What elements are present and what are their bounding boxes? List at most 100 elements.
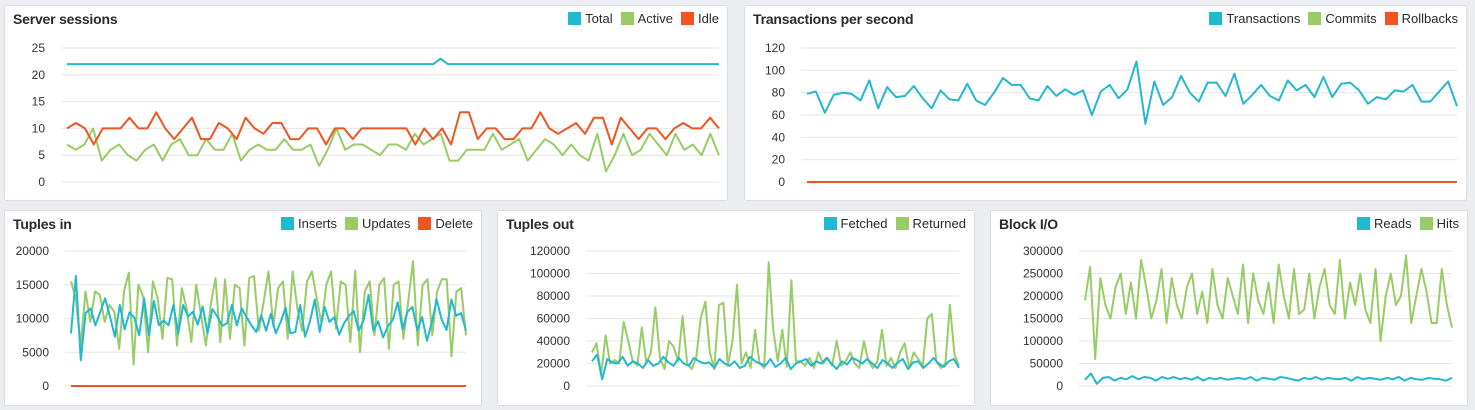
legend-label: Idle <box>698 11 719 26</box>
legend-label: Delete <box>435 216 473 231</box>
legend-item-idle[interactable]: Idle <box>681 11 719 26</box>
legend-label: Inserts <box>297 216 337 231</box>
legend-swatch <box>681 12 695 25</box>
y-tick-label: 10000 <box>16 312 50 326</box>
legend: Total Active Idle <box>568 11 719 26</box>
series-line-returned[interactable] <box>591 261 960 376</box>
panel-server-sessions: Server sessions Total Active Idle 0 5 10 15… <box>4 5 728 201</box>
legend-item-fetched[interactable]: Fetched <box>823 216 888 231</box>
y-tick-label: 80000 <box>537 289 571 303</box>
legend-swatch <box>620 12 634 25</box>
chart-title: Block I/O <box>999 216 1058 232</box>
y-tick-label: 60 <box>772 108 786 122</box>
series-line-idle[interactable] <box>66 111 720 146</box>
chart-svg: 0 20 40 60 80 100 120 <box>765 41 1458 189</box>
series-line-hits[interactable] <box>1084 254 1453 360</box>
legend-label: Updates <box>362 216 411 231</box>
legend-item-active[interactable]: Active <box>620 11 674 26</box>
legend-item-returned[interactable]: Returned <box>895 216 966 231</box>
legend-label: Active <box>637 11 674 26</box>
chart-svg: 0 5 10 15 20 25 <box>32 41 720 189</box>
y-tick-label: 0 <box>1056 379 1063 393</box>
y-tick-label: 300000 <box>1023 244 1063 258</box>
y-tick-label: 0 <box>38 175 45 189</box>
y-tick-label: 20000 <box>537 357 571 371</box>
legend-item-transactions[interactable]: Transactions <box>1209 11 1300 26</box>
y-tick-label: 40 <box>772 130 786 144</box>
series-line-total[interactable] <box>67 57 719 66</box>
legend-item-reads[interactable]: Reads <box>1357 216 1412 231</box>
panel-block-io: Block I/O Reads Hits 0 50000 100000 150000 2… <box>990 210 1468 406</box>
series-line-active[interactable] <box>66 127 720 173</box>
y-tick-label: 0 <box>778 175 785 189</box>
y-tick-label: 5 <box>38 148 45 162</box>
legend-item-inserts[interactable]: Inserts <box>280 216 337 231</box>
chart-svg: 0 50000 100000 150000 200000 250000 300000 <box>1023 244 1453 393</box>
y-tick-label: 120000 <box>530 244 570 258</box>
series-line-fetched[interactable] <box>591 353 960 381</box>
legend-swatch <box>345 217 358 230</box>
legend-swatch <box>1419 217 1433 230</box>
series-line-transactions[interactable] <box>806 60 1458 125</box>
y-tick-label: 0 <box>42 379 49 393</box>
series-line-inserts[interactable] <box>70 275 467 362</box>
y-tick-label: 20000 <box>16 244 50 258</box>
y-tick-label: 50000 <box>1030 357 1064 371</box>
legend-label: Reads <box>1374 216 1412 231</box>
y-tick-label: 15000 <box>16 278 50 292</box>
legend-item-delete[interactable]: Delete <box>418 216 473 231</box>
y-tick-label: 15 <box>32 95 46 109</box>
y-tick-label: 150000 <box>1023 312 1063 326</box>
legend-item-commits[interactable]: Commits <box>1308 11 1377 26</box>
chart-title: Server sessions <box>13 11 118 27</box>
legend-swatch <box>418 217 432 230</box>
legend-swatch <box>1357 217 1371 230</box>
y-tick-label: 200000 <box>1023 289 1063 303</box>
legend-label: Fetched <box>840 216 888 231</box>
chart-title: Transactions per second <box>753 11 914 27</box>
legend: Reads Hits <box>1357 216 1459 231</box>
chart-title: Tuples in <box>13 216 72 232</box>
legend-label: Returned <box>912 216 966 231</box>
legend-swatch <box>1384 12 1398 25</box>
series-line-reads[interactable] <box>1084 372 1453 385</box>
y-tick-label: 40000 <box>537 334 571 348</box>
legend-label: Hits <box>1436 216 1459 231</box>
legend-label: Commits <box>1325 11 1377 26</box>
y-tick-label: 0 <box>563 379 570 393</box>
panel-tuples-in: Tuples in Inserts Updates Delete 0 5000 10… <box>4 210 482 406</box>
legend-item-hits[interactable]: Hits <box>1419 216 1459 231</box>
legend: Fetched Returned <box>823 216 966 231</box>
y-tick-label: 120 <box>765 41 785 55</box>
legend-swatch <box>1308 12 1322 25</box>
y-tick-label: 100000 <box>530 267 570 281</box>
panel-transactions-per-second: Transactions per second Transactions Com… <box>744 5 1467 201</box>
legend-swatch <box>280 217 294 230</box>
legend-label: Rollbacks <box>1401 11 1458 26</box>
series-line-updates[interactable] <box>70 260 467 366</box>
y-tick-label: 25 <box>32 41 46 55</box>
legend-label: Total <box>585 11 613 26</box>
legend: Transactions Commits Rollbacks <box>1209 11 1458 26</box>
legend-label: Transactions <box>1226 11 1301 26</box>
legend-item-rollbacks[interactable]: Rollbacks <box>1384 11 1458 26</box>
y-tick-label: 5000 <box>22 345 49 359</box>
legend-item-total[interactable]: Total <box>568 11 613 26</box>
y-tick-label: 80 <box>772 86 786 100</box>
legend-item-updates[interactable]: Updates <box>345 216 410 231</box>
y-tick-label: 250000 <box>1023 267 1063 281</box>
legend: Inserts Updates Delete <box>280 216 473 231</box>
chart-title: Tuples out <box>506 216 574 232</box>
chart-svg: 0 20000 40000 60000 80000 100000 120000 <box>530 244 960 393</box>
y-tick-label: 10 <box>32 121 46 135</box>
chart-svg: 0 5000 10000 15000 20000 <box>16 244 467 393</box>
legend-swatch <box>568 12 582 25</box>
legend-swatch <box>895 217 909 230</box>
y-tick-label: 20 <box>32 68 46 82</box>
legend-swatch <box>823 217 837 230</box>
y-tick-label: 100000 <box>1023 334 1063 348</box>
y-tick-label: 60000 <box>537 312 571 326</box>
legend-swatch <box>1209 12 1223 25</box>
panel-tuples-out: Tuples out Fetched Returned 0 20000 40000 6… <box>497 210 975 406</box>
y-tick-label: 20 <box>772 153 786 167</box>
